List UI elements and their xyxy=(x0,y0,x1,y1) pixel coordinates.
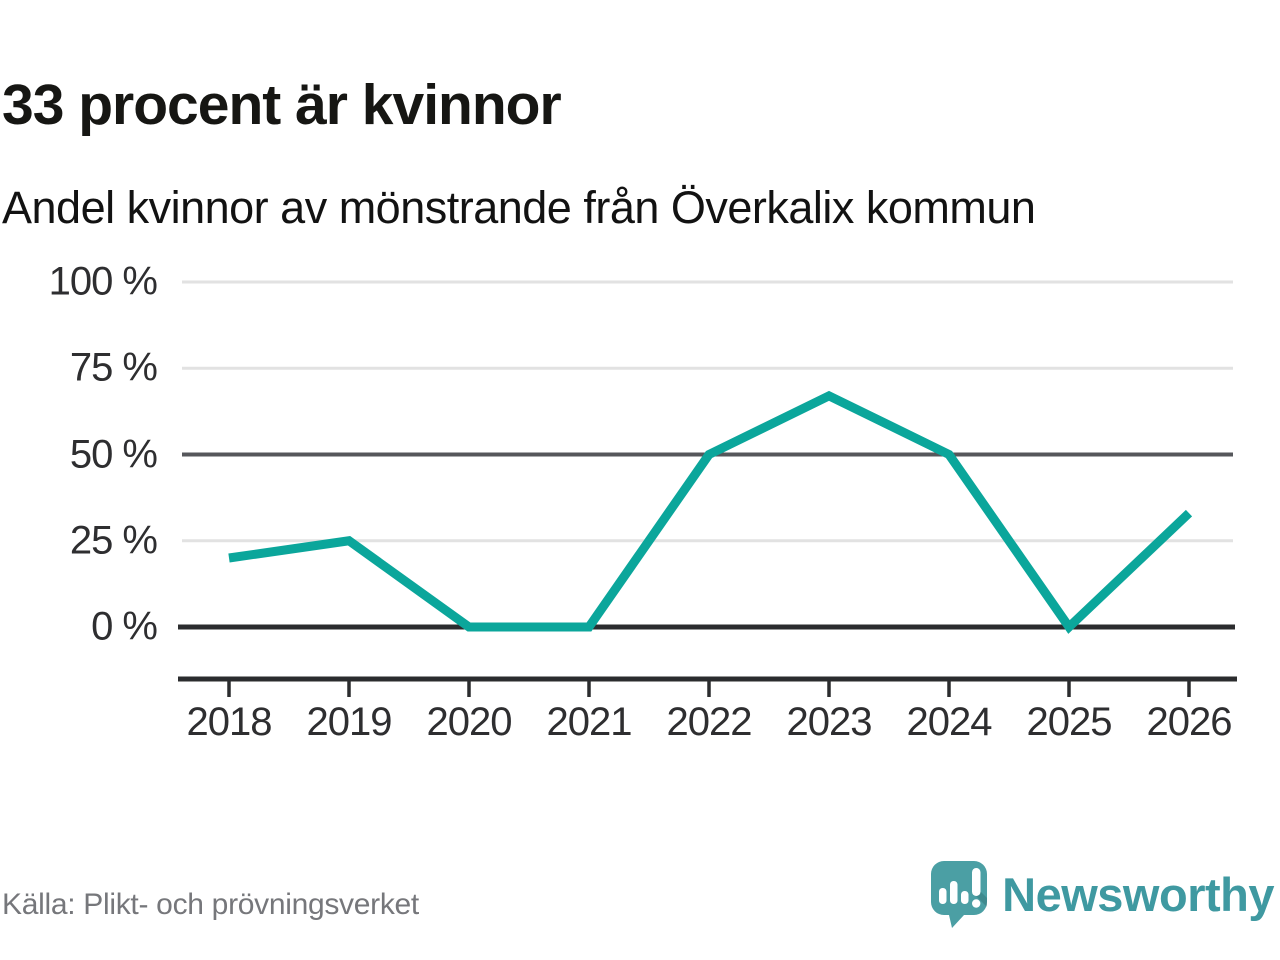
data-line-andel-kvinnor-av-m-nstrande xyxy=(228,390,1193,634)
brand-name: Newsworthy xyxy=(1002,867,1274,921)
chart-subtitle: Andel kvinnor av mönstrande från Överkal… xyxy=(2,182,1036,233)
source-note: Källa: Plikt- och prövningsverket xyxy=(2,888,419,921)
y-tick-label: 75 % xyxy=(69,345,158,390)
x-tick-label: 2024 xyxy=(906,700,993,744)
x-tick-label: 2018 xyxy=(186,700,273,744)
y-tick-label: 100 % xyxy=(48,259,158,304)
y-tick-label: 50 % xyxy=(69,432,158,476)
x-tick-label: 2021 xyxy=(546,700,633,744)
newsworthy-logo-icon xyxy=(931,861,988,928)
newsworthy-brand: Newsworthy xyxy=(930,856,1274,932)
y-tick-label: 0 % xyxy=(91,604,158,649)
x-tick-label: 2023 xyxy=(786,700,873,744)
x-tick-label: 2020 xyxy=(426,700,513,744)
x-tick-label: 2019 xyxy=(306,700,393,744)
page-title: 33 procent är kvinnor xyxy=(2,73,562,138)
x-tick-label: 2022 xyxy=(666,700,753,744)
x-tick-label: 2025 xyxy=(1026,700,1113,744)
x-tick-label: 2026 xyxy=(1146,700,1233,744)
y-tick-label: 25 % xyxy=(69,518,158,563)
